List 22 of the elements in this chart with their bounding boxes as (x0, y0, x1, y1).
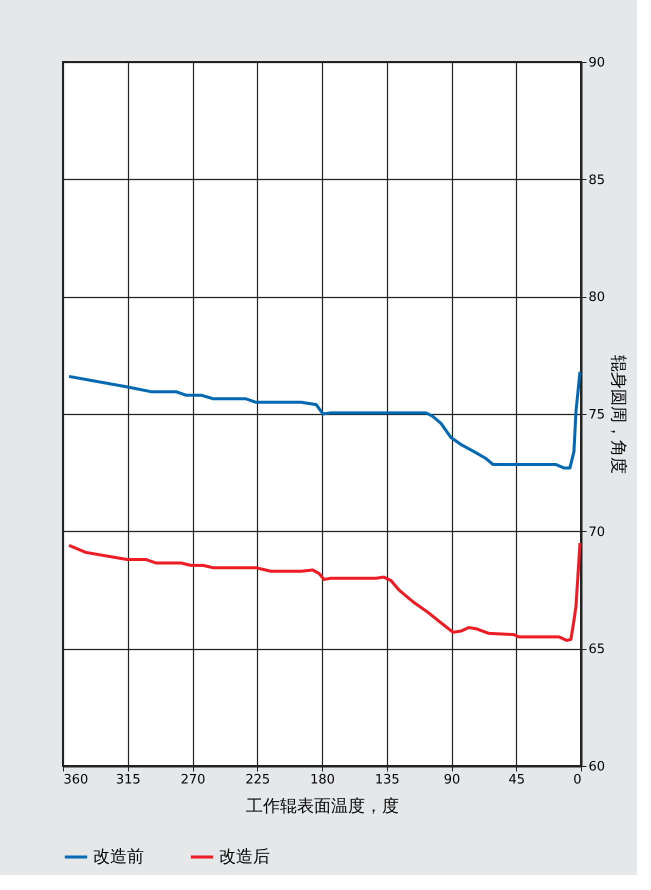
x-tick-label: 0 (573, 772, 582, 788)
x-tick-label: 270 (180, 772, 206, 788)
y-tick-label: 85 (588, 172, 606, 188)
legend-label: 改造前 (93, 847, 144, 867)
legend-label: 改造后 (219, 847, 270, 867)
y-tick-label: 65 (588, 642, 606, 658)
x-tick-label: 225 (245, 772, 270, 788)
y-tick-label: 60 (588, 760, 606, 774)
x-tick-label: 315 (116, 772, 141, 788)
y-axis-title: 辊身圆周，角度 (608, 355, 628, 474)
y-tick-label: 80 (588, 290, 606, 306)
line-series (68, 542, 582, 642)
x-tick-label: 90 (444, 772, 460, 788)
x-tick-label: 45 (508, 772, 526, 788)
x-tick-label: 135 (374, 772, 400, 788)
x-tick-label: 180 (310, 772, 335, 788)
y-tick-label: 75 (588, 408, 606, 422)
y-tick-label: 90 (588, 56, 606, 70)
x-tick-label: 360 (64, 772, 88, 788)
line-series (68, 370, 582, 470)
y-tick-label: 70 (588, 524, 606, 540)
x-axis-title: 工作辊表面温度，度 (246, 796, 399, 816)
